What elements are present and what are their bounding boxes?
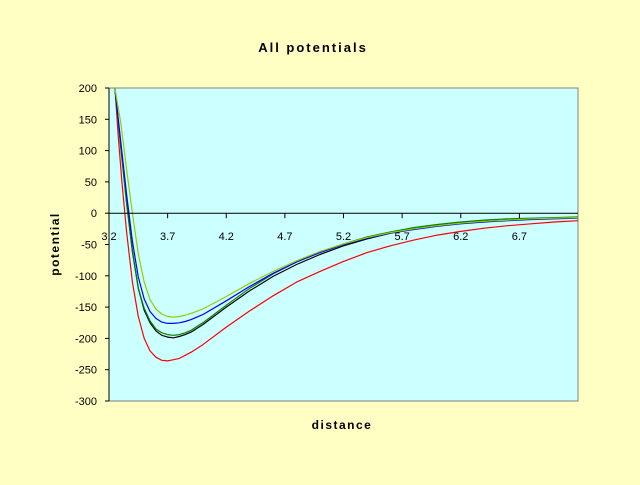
y-tick-label: -200 (75, 333, 97, 345)
y-tick-label: -150 (75, 302, 97, 314)
series-line-1 (114, 88, 578, 362)
y-tick-label: -100 (75, 271, 97, 283)
series-line-3 (114, 88, 578, 336)
x-tick-label: 5.2 (336, 231, 351, 243)
y-tick-label: -50 (81, 240, 97, 252)
y-tick-label: 50 (85, 177, 97, 189)
y-tick-label: -250 (75, 365, 97, 377)
y-tick-label: 200 (79, 83, 97, 95)
series-group (114, 88, 578, 362)
y-tick-label: 0 (91, 208, 97, 220)
y-tick-label: -300 (75, 396, 97, 408)
x-axis-label: distance (312, 418, 373, 432)
x-tick-label: 4.2 (219, 231, 234, 243)
series-line-5 (114, 88, 578, 318)
y-tick-label: 100 (79, 146, 97, 158)
x-tick-label: 3.2 (101, 231, 116, 243)
plot-area (108, 87, 579, 402)
y-axis: 200 150 100 50 0 -50 -100 -150 -200 -250 -300 (75, 83, 110, 408)
x-tick-label: 4.7 (277, 231, 292, 243)
x-tick-label: 6.7 (512, 231, 527, 243)
y-axis-label: potential (48, 212, 62, 276)
x-axis: 3.2 3.7 4.2 4.7 5.2 5.7 6.2 6.7 (101, 212, 578, 243)
x-tick-label: 3.7 (160, 231, 175, 243)
y-tick-label: 150 (79, 114, 97, 126)
x-tick-label: 5.7 (394, 231, 409, 243)
chart-title: All potentials (258, 40, 368, 55)
x-tick-label: 6.2 (453, 231, 468, 243)
